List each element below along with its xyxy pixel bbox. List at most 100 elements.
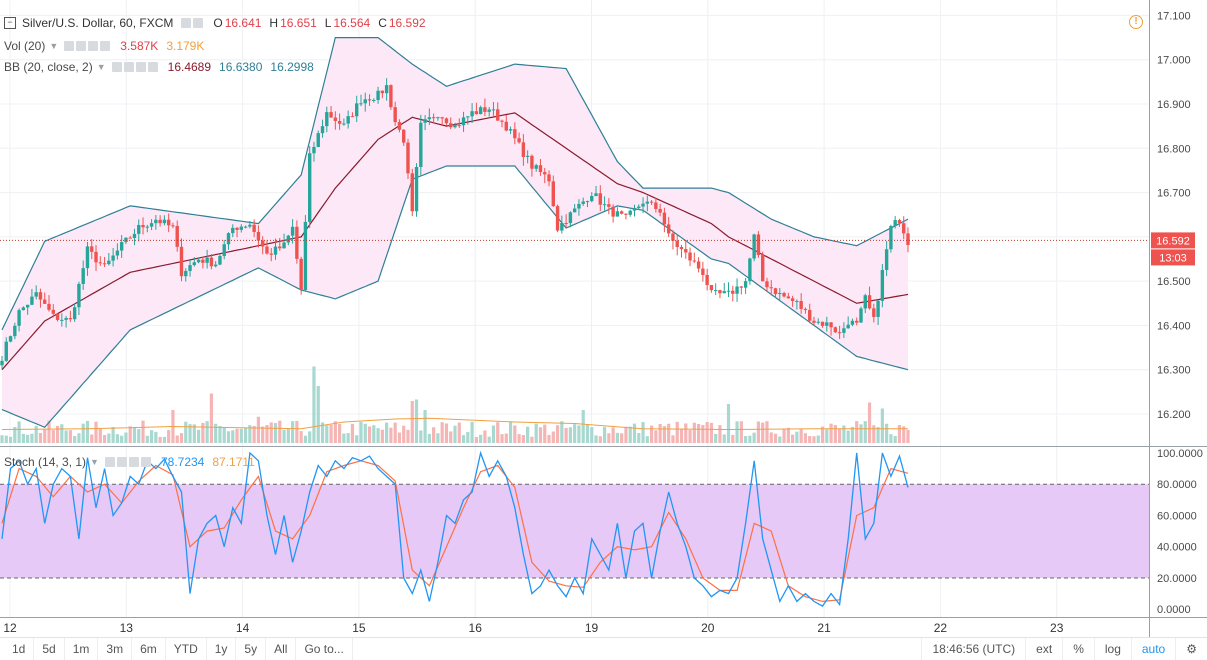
candle-body [107, 260, 111, 265]
candle-body [333, 117, 338, 122]
volume-bar [658, 423, 662, 443]
range-1m[interactable]: 1m [65, 638, 99, 660]
eye-icon[interactable] [111, 62, 122, 72]
candle-body [17, 310, 21, 326]
candle-body [427, 117, 432, 120]
candle-body [855, 320, 859, 323]
volume-bar [278, 420, 282, 443]
candle-body [30, 296, 34, 305]
candle-body [269, 253, 273, 255]
range-all[interactable]: All [266, 638, 297, 660]
candle-body [25, 304, 30, 308]
candle-body [406, 142, 410, 174]
eye-icon[interactable] [181, 18, 192, 28]
volume-bar [679, 428, 684, 443]
candle-body [64, 318, 68, 320]
candle-body [850, 320, 855, 325]
stoch-tick-label: 0.0000 [1157, 604, 1191, 616]
volume-bar [718, 425, 722, 443]
chevron-down-icon[interactable]: ▼ [49, 41, 59, 51]
auto-toggle[interactable]: auto [1130, 638, 1175, 660]
settings-icon[interactable] [123, 62, 134, 72]
candle-body [179, 246, 184, 277]
chevron-down-icon[interactable]: ▼ [90, 457, 99, 467]
candle-body [598, 193, 603, 205]
candle-body [316, 133, 320, 147]
volume-bar [504, 433, 508, 443]
vol-legend: Vol (20) ▼ 3.587K 3.179K [4, 37, 204, 55]
candle-body [607, 204, 611, 207]
candle-body [111, 255, 115, 261]
volume-bar [350, 423, 355, 443]
vol-value: 3.587K [120, 39, 159, 53]
ext-toggle[interactable]: ext [1025, 638, 1062, 660]
volume-bar [43, 429, 47, 443]
candle-body [760, 255, 765, 282]
log-toggle[interactable]: log [1093, 638, 1131, 660]
range-6m[interactable]: 6m [132, 638, 166, 660]
chevron-down-icon[interactable]: ▼ [96, 62, 106, 72]
volume-bar [551, 431, 555, 443]
volume-bar [367, 426, 372, 443]
volume-bar [308, 431, 312, 443]
candle-body [128, 237, 132, 239]
volume-bar [149, 430, 154, 443]
volume-bar [692, 422, 696, 443]
settings-icon[interactable] [116, 457, 127, 467]
volume-bar [761, 422, 765, 443]
time-tick-label: 19 [585, 621, 599, 635]
volume-bar [517, 434, 521, 443]
time-tick-label: 20 [701, 621, 715, 635]
price-tick-label: 16.300 [1157, 365, 1191, 377]
settings-icon[interactable] [76, 41, 87, 51]
close-icon[interactable] [100, 41, 111, 51]
plus-icon[interactable] [88, 41, 99, 51]
candle-body [517, 138, 521, 143]
volume-bar [701, 425, 705, 443]
candle-body [902, 223, 906, 234]
close-icon[interactable] [140, 457, 151, 467]
candle-body [872, 308, 876, 317]
volume-bar [590, 427, 594, 443]
volume-bar [573, 424, 577, 443]
alert-icon[interactable]: ! [1129, 15, 1143, 29]
volume-bar [8, 436, 13, 443]
stoch-tick-label: 60.0000 [1157, 510, 1197, 522]
range-5y[interactable]: 5y [236, 638, 267, 660]
range-ytd[interactable]: YTD [166, 638, 207, 660]
candle-body [461, 117, 466, 126]
range-5d[interactable]: 5d [34, 638, 65, 660]
candle-body [188, 265, 192, 271]
candle-body [60, 319, 64, 321]
eye-icon[interactable] [64, 41, 75, 51]
settings-icon[interactable] [193, 18, 204, 28]
plus-icon[interactable] [135, 62, 146, 72]
time-tick-label: 22 [934, 621, 948, 635]
goto-button[interactable]: Go to... [296, 638, 353, 660]
volume-bar [765, 421, 769, 443]
candle-body [897, 220, 902, 224]
plus-icon[interactable] [128, 457, 139, 467]
range-1d[interactable]: 1d [0, 638, 35, 660]
candle-body [423, 119, 427, 123]
volume-bar [423, 410, 427, 443]
candle-body [837, 332, 842, 334]
gear-icon[interactable]: ⚙ [1175, 638, 1207, 660]
volume-bar [885, 423, 889, 443]
volume-bar [402, 425, 406, 443]
candle-body [731, 290, 735, 294]
volume-bar [380, 429, 384, 443]
volume-bar [816, 435, 820, 443]
eye-icon[interactable] [104, 457, 115, 467]
percent-toggle[interactable]: % [1062, 638, 1094, 660]
candle-body [166, 219, 171, 226]
collapse-icon[interactable]: − [4, 17, 16, 29]
close-icon[interactable] [147, 62, 158, 72]
volume-bar [594, 435, 598, 443]
range-3m[interactable]: 3m [98, 638, 133, 660]
volume-bar [735, 421, 739, 443]
volume-bar [466, 431, 470, 443]
range-1y[interactable]: 1y [207, 638, 237, 660]
volume-bar [214, 423, 218, 443]
volume-bar [13, 427, 17, 443]
